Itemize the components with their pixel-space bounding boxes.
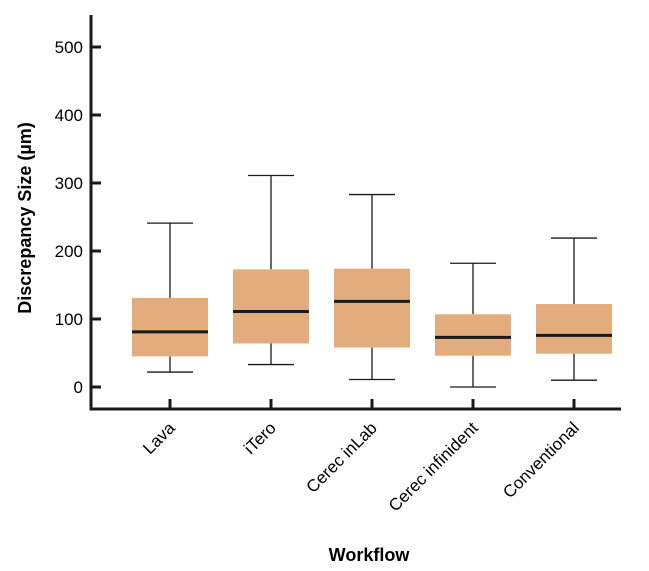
y-tick-label: 300: [55, 174, 83, 193]
y-tick-label: 200: [55, 242, 83, 261]
x-tick-label: Cerec infinident: [385, 418, 482, 515]
y-tick-label: 0: [74, 378, 83, 397]
iqr-box: [334, 268, 410, 348]
iqr-box: [132, 297, 208, 357]
y-tick-label: 400: [55, 106, 83, 125]
box-itero: [233, 174, 309, 366]
x-tick-label: Cerec inLab: [303, 418, 381, 496]
box-cerec-infinident: [435, 262, 511, 388]
y-tick-label: 500: [55, 38, 83, 57]
box-lava: [132, 222, 208, 373]
x-axis: Lava iTero Cerec inLab Cerec infinident Conv…: [89, 399, 621, 515]
box-cerec-inlab: [334, 193, 410, 381]
x-tick-label: iTero: [240, 418, 279, 457]
x-axis-title: Workflow: [329, 545, 411, 565]
y-tick-label: 100: [55, 310, 83, 329]
y-axis: 0 100 200 300 400 500: [55, 15, 101, 409]
x-tick-label: Lava: [139, 418, 179, 458]
iqr-box: [233, 269, 309, 344]
x-tick-label: Conventional: [499, 418, 583, 502]
iqr-box: [435, 314, 511, 356]
y-axis-title: Discrepancy Size (µm): [15, 122, 35, 313]
iqr-box: [536, 304, 612, 354]
boxes: [132, 174, 612, 388]
box-conventional: [536, 237, 612, 381]
